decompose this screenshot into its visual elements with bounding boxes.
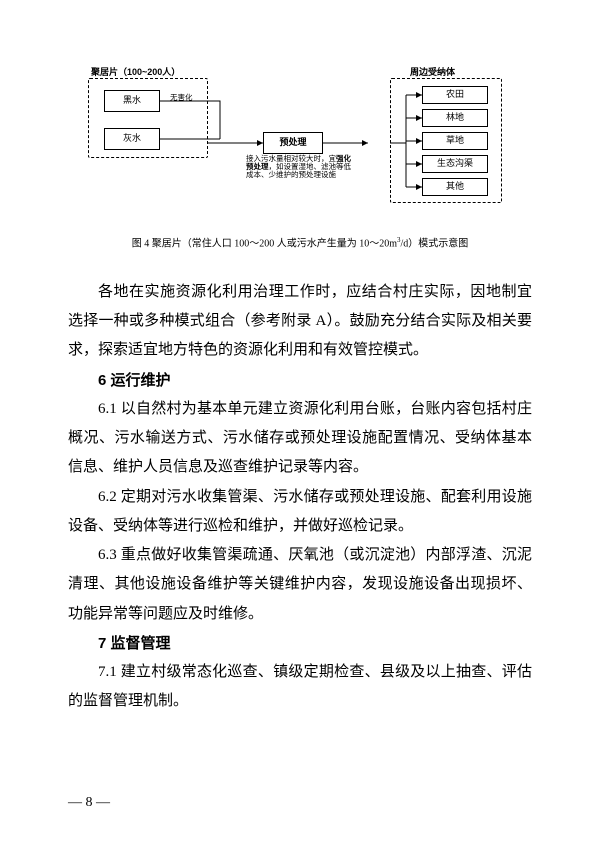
box-huishui: 灰水 bbox=[104, 128, 160, 150]
paragraph-7-1: 7.1 建立村级常态化巡查、镇级定期检查、县级及以上抽查、评估的监督管理机制。 bbox=[68, 658, 532, 717]
box-lindi: 林地 bbox=[422, 109, 488, 127]
figure-caption: 图 4 聚居片（常住人口 100～200 人或污水产生量为 10～20m3/d）… bbox=[68, 234, 532, 254]
heading-7: 7 监督管理 bbox=[68, 629, 532, 658]
box-caodi: 草地 bbox=[422, 132, 488, 150]
heading-6: 6 运行维护 bbox=[68, 366, 532, 395]
paragraph-6-3: 6.3 重点做好收集管渠疏通、厌氧池（或沉淀池）内部浮渣、沉泥清理、其他设施设备… bbox=[68, 541, 532, 629]
box-yuchuli: 预处理 bbox=[263, 132, 323, 154]
box-heishui: 黑水 bbox=[104, 90, 160, 112]
box-shengtaigouqu: 生态沟渠 bbox=[422, 155, 488, 173]
diagram: 聚居片（100~200人） 黑水 灰水 无害化 预处理 接入污水量相对较大时，宜… bbox=[68, 60, 532, 230]
wuhaihua-label: 无害化 bbox=[170, 94, 193, 102]
page-number: — 8 — bbox=[68, 789, 110, 816]
box-qita: 其他 bbox=[422, 178, 488, 196]
box-nongtian: 农田 bbox=[422, 86, 488, 104]
paragraph-intro: 各地在实施资源化利用治理工作时，应结合村庄实际，因地制宜选择一种或多种模式组合（… bbox=[68, 278, 532, 366]
paragraph-6-1: 6.1 以自然村为基本单元建立资源化利用台账，台账内容包括村庄概况、污水输送方式… bbox=[68, 395, 532, 483]
mid-annotation: 接入污水量相对较大时，宜强化预处理，如设置湿地、滤池等低成本、少维护的预处理设施 bbox=[246, 155, 352, 179]
paragraph-6-2: 6.2 定期对污水收集管渠、污水储存或预处理设施、配套利用设施设备、受纳体等进行… bbox=[68, 483, 532, 542]
